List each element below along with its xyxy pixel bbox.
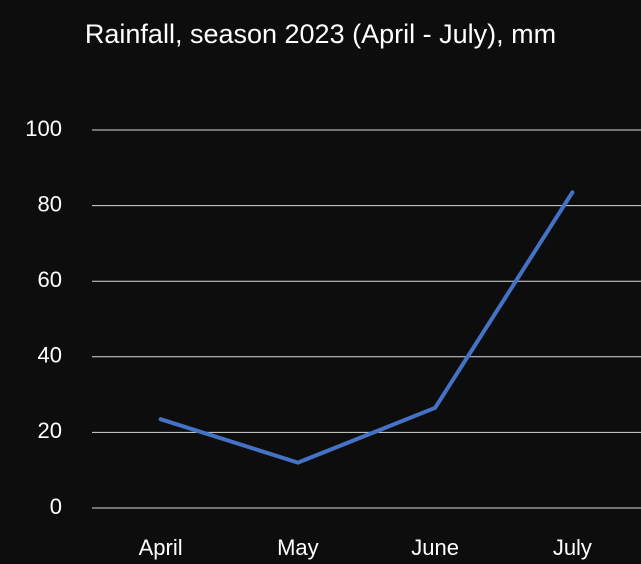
x-tick-label: April — [139, 535, 183, 560]
y-tick-label: 40 — [38, 343, 62, 368]
x-tick-label: July — [553, 535, 592, 560]
y-tick-label: 80 — [38, 191, 62, 216]
x-tick-label: May — [277, 535, 319, 560]
y-tick-label: 60 — [38, 267, 62, 292]
x-tick-label: June — [411, 535, 459, 560]
y-tick-label: 20 — [38, 418, 62, 443]
data-line — [158, 190, 575, 465]
y-tick-label: 0 — [50, 494, 62, 519]
chart-title: Rainfall, season 2023 (April - July), mm — [84, 19, 557, 49]
y-tick-label: 100 — [25, 116, 62, 141]
